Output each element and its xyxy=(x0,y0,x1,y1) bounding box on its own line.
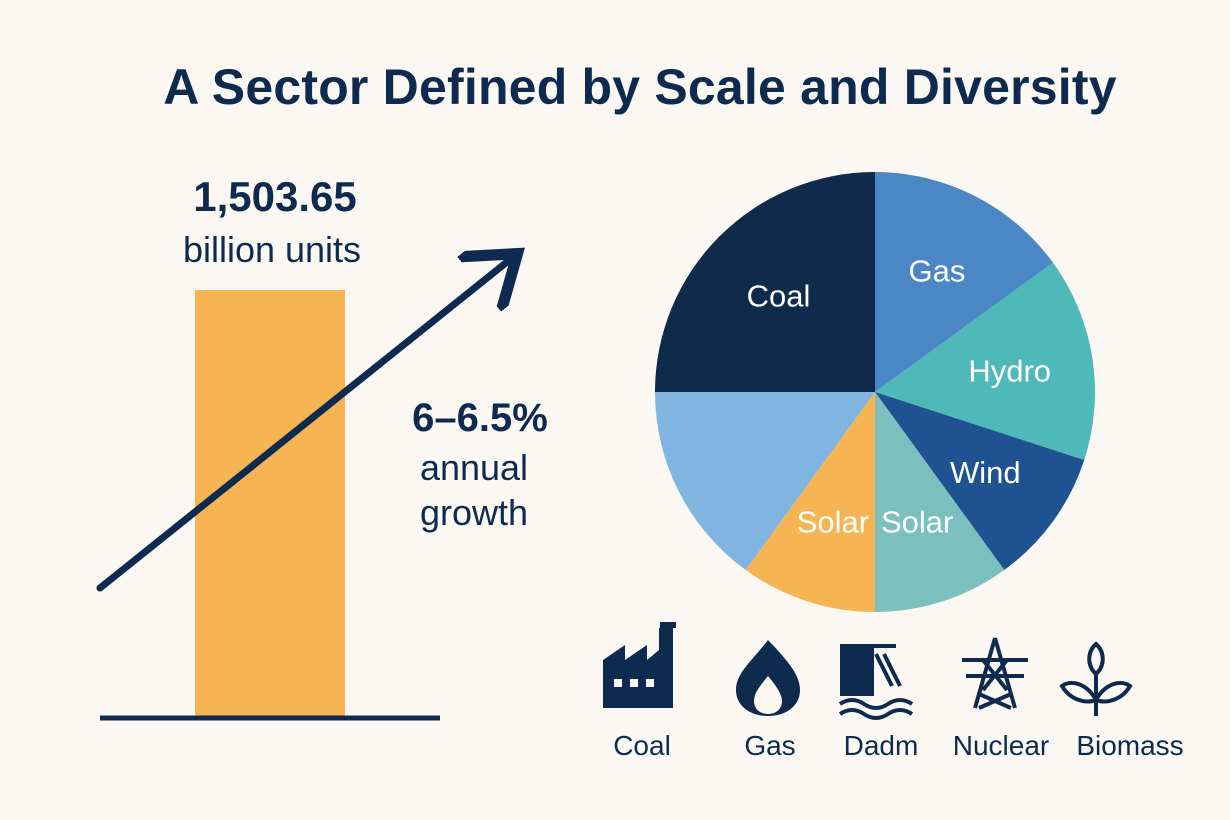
pie-label-wind-3: Wind xyxy=(950,455,1021,490)
pie-slice-coal-0 xyxy=(655,172,875,392)
pie-slice-unlabeled-6 xyxy=(655,392,875,570)
pie-slice-solar-5 xyxy=(745,392,875,612)
pie-label-coal-0: Coal xyxy=(747,279,811,314)
flame-icon xyxy=(736,640,800,716)
growth-label-line1: annual xyxy=(420,447,528,488)
bar xyxy=(195,290,345,718)
icon-label-dam: Dadm xyxy=(843,730,919,761)
pie-label-gas-1: Gas xyxy=(908,253,965,288)
factory-icon xyxy=(603,622,676,708)
pie-label-solar-4: Solar xyxy=(881,505,953,540)
metric-value: 1,503.65 xyxy=(193,173,357,220)
pie-label-solar-5: Solar xyxy=(797,505,869,540)
growth-arrow xyxy=(96,258,512,592)
pie-slice-gas-1 xyxy=(875,172,1053,392)
icon-label-coal: Coal xyxy=(613,730,671,761)
pie-slice-hydro-2 xyxy=(875,262,1095,460)
growth-label-line2: growth xyxy=(420,492,528,533)
icon-label-nuclear: Nuclear xyxy=(952,730,1050,761)
pie-label-hydro-2: Hydro xyxy=(968,354,1051,389)
dam-icon xyxy=(838,644,914,720)
icon-label-gas: Gas xyxy=(744,730,796,761)
growth-rate: 6–6.5% xyxy=(412,396,548,440)
pie-slice-wind-3 xyxy=(875,392,1085,570)
page-title: A Sector Defined by Scale and Diversity xyxy=(163,59,1117,115)
pylon-icon xyxy=(962,637,1028,710)
metric-unit: billion units xyxy=(183,229,361,270)
sprout-icon xyxy=(1059,641,1133,716)
pie-slice-solar-4 xyxy=(875,392,1005,612)
growth-bar-graphic: 1,503.65 billion units 6–6.5% annual gro… xyxy=(96,173,548,721)
icon-label-biomass: Biomass xyxy=(1076,730,1184,761)
